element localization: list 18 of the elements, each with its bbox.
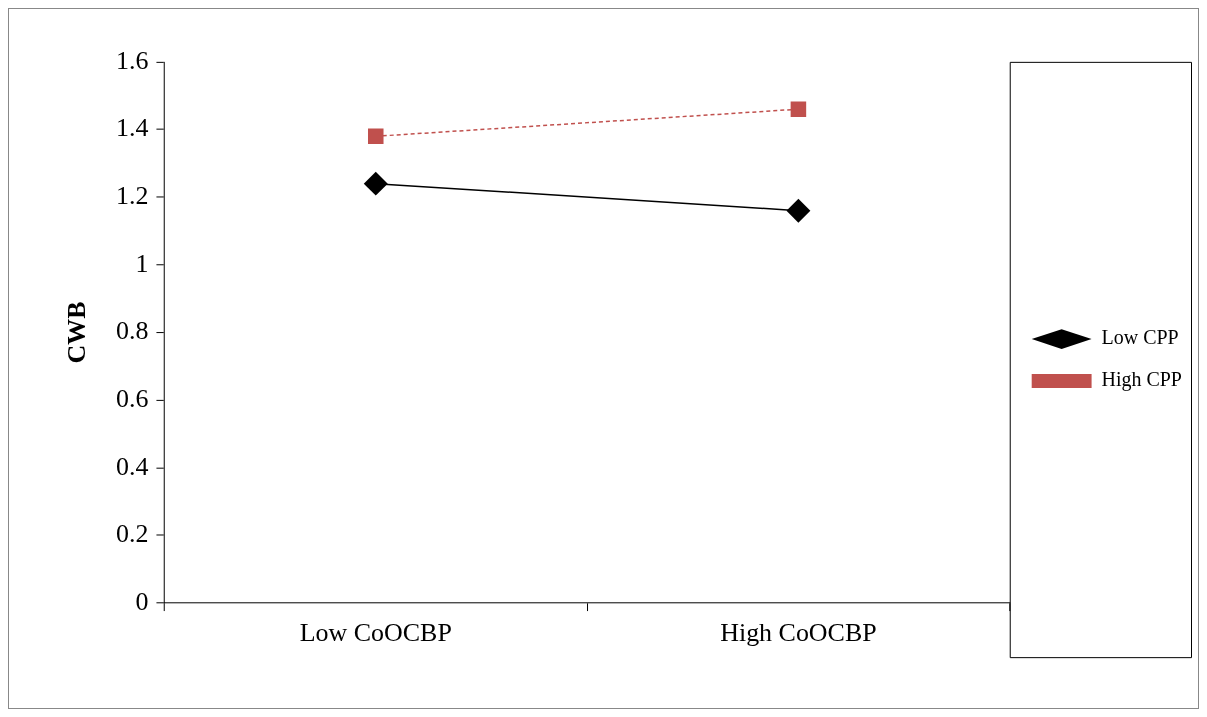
y-tick-label: 1.2 — [116, 180, 149, 210]
point — [790, 101, 807, 117]
x-tick-label: Low CoOCBP — [299, 618, 452, 648]
point — [363, 171, 388, 196]
y-tick-label: 0.8 — [116, 316, 149, 346]
y-axis-title: CWB — [62, 301, 92, 364]
point — [786, 198, 811, 223]
y-tick-label: 1.6 — [116, 45, 149, 75]
y-tick-label: 0 — [135, 586, 149, 616]
y-tick-label: 0.2 — [116, 519, 149, 549]
y-tick-label: 0.6 — [116, 383, 149, 413]
point — [368, 128, 384, 145]
y-tick-label: 1 — [135, 248, 149, 278]
y-tick-label: 0.4 — [116, 451, 149, 481]
y-tick-label: 1.4 — [116, 113, 149, 143]
legend-label: High CPP — [1101, 368, 1182, 392]
x-tick-label: High CoOCBP — [720, 618, 877, 648]
legend-label: Low CPP — [1101, 326, 1179, 349]
